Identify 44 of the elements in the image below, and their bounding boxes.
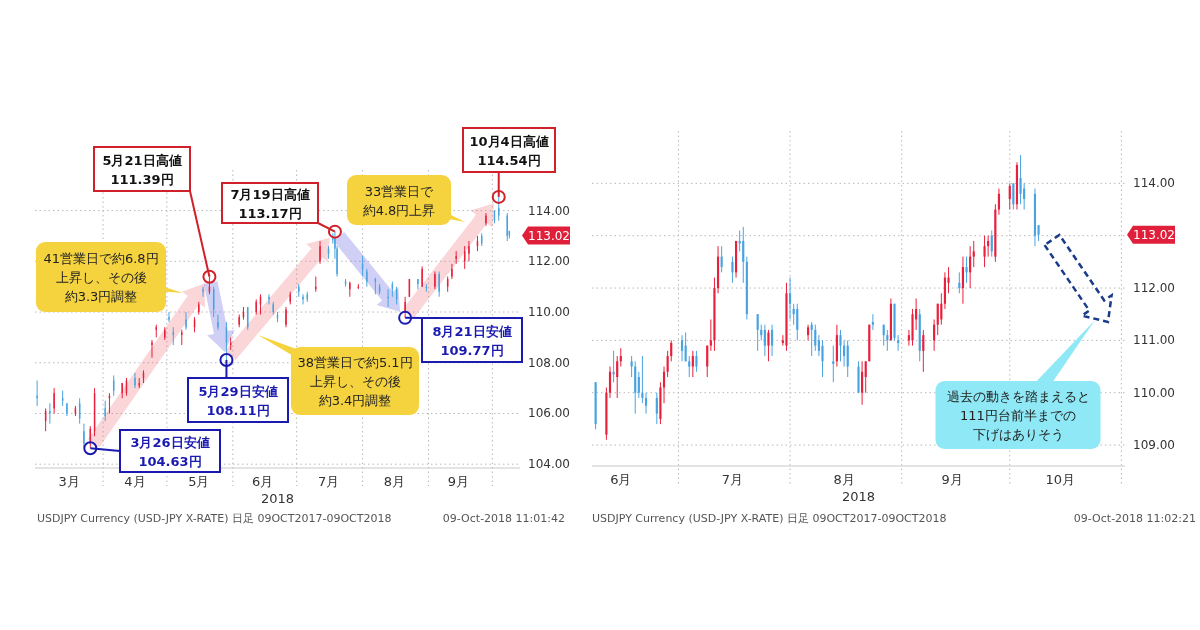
- y-tick-label: 114.00: [528, 203, 570, 218]
- annotation: 過去の動きを踏まえると111円台前半までの下げはありそう: [946, 389, 1090, 442]
- y-tick-label: 112.00: [528, 254, 570, 269]
- x-tick-label: 9月: [447, 474, 469, 489]
- x-tick-label: 8月: [833, 472, 855, 487]
- annotation: 41営業日で約6.8円上昇し、その後約3.3円調整: [43, 251, 159, 304]
- annotation: 33営業日で約4.8円上昇: [347, 175, 465, 225]
- annotation: USDJPY Currency (USD-JPY X-RATE) 日足 09OCT2017-09OCT2018: [592, 512, 947, 525]
- annotation: 5月21日高値111.39円: [102, 152, 182, 187]
- x-axis-title: 2018: [260, 491, 295, 506]
- x-tick-label: 4月: [124, 474, 146, 489]
- x-axis-title: 2018: [841, 489, 876, 504]
- annotation: 3月26日安値104.63円: [130, 434, 210, 469]
- y-tick-label: 111.00: [1133, 333, 1175, 348]
- y-tick-label: 104.00: [528, 457, 570, 472]
- y-tick-label: 109.00: [1133, 438, 1175, 453]
- x-tick-label: 6月: [610, 472, 632, 487]
- y-tick-label: 108.00: [528, 355, 570, 370]
- annotation: 8月21日安値109.77円: [432, 323, 512, 358]
- annotation: 38営業日で約5.1円上昇し、その後約3.4円調整: [297, 355, 413, 408]
- y-tick-label: 112.00: [1133, 281, 1175, 296]
- x-tick-label: 7月: [317, 474, 340, 489]
- y-tick-label: 114.00: [1133, 176, 1175, 191]
- x-tick-label: 7月: [721, 472, 744, 487]
- x-tick-label: 6月: [251, 474, 274, 489]
- annotation: 10月4日高値114.54円: [469, 133, 549, 168]
- annotation: 41営業日で約6.8円上昇し、その後約3.3円調整: [36, 242, 183, 312]
- annotation: 113.02: [522, 226, 570, 245]
- y-tick-label: 110.00: [528, 305, 570, 320]
- annotation: 09-Oct-2018 11:01:42: [442, 512, 565, 525]
- annotation: 113.02: [1127, 225, 1175, 244]
- x-tick-label: 9月: [941, 472, 963, 487]
- x-tick-label: 3月: [58, 474, 80, 489]
- annotation: 33営業日で約4.8円上昇: [362, 183, 436, 218]
- annotation: 7月19日高値113.17円: [230, 186, 310, 221]
- y-tick-label: 106.00: [528, 406, 570, 421]
- annotation: 09-Oct-2018 11:02:21: [1073, 512, 1196, 525]
- x-tick-label: 5月: [188, 474, 210, 489]
- annotation: 過去の動きを踏まえると111円台前半までの下げはありそう: [935, 320, 1101, 449]
- y-tick-label: 110.00: [1133, 385, 1175, 400]
- x-tick-label: 8月: [383, 474, 406, 489]
- annotation: USDJPY Currency (USD-JPY X-RATE) 日足 09OCT2017-09OCT2018: [37, 512, 392, 525]
- annotation: 5月29日安値108.11円: [198, 383, 278, 418]
- x-tick-label: 10月: [1045, 472, 1075, 487]
